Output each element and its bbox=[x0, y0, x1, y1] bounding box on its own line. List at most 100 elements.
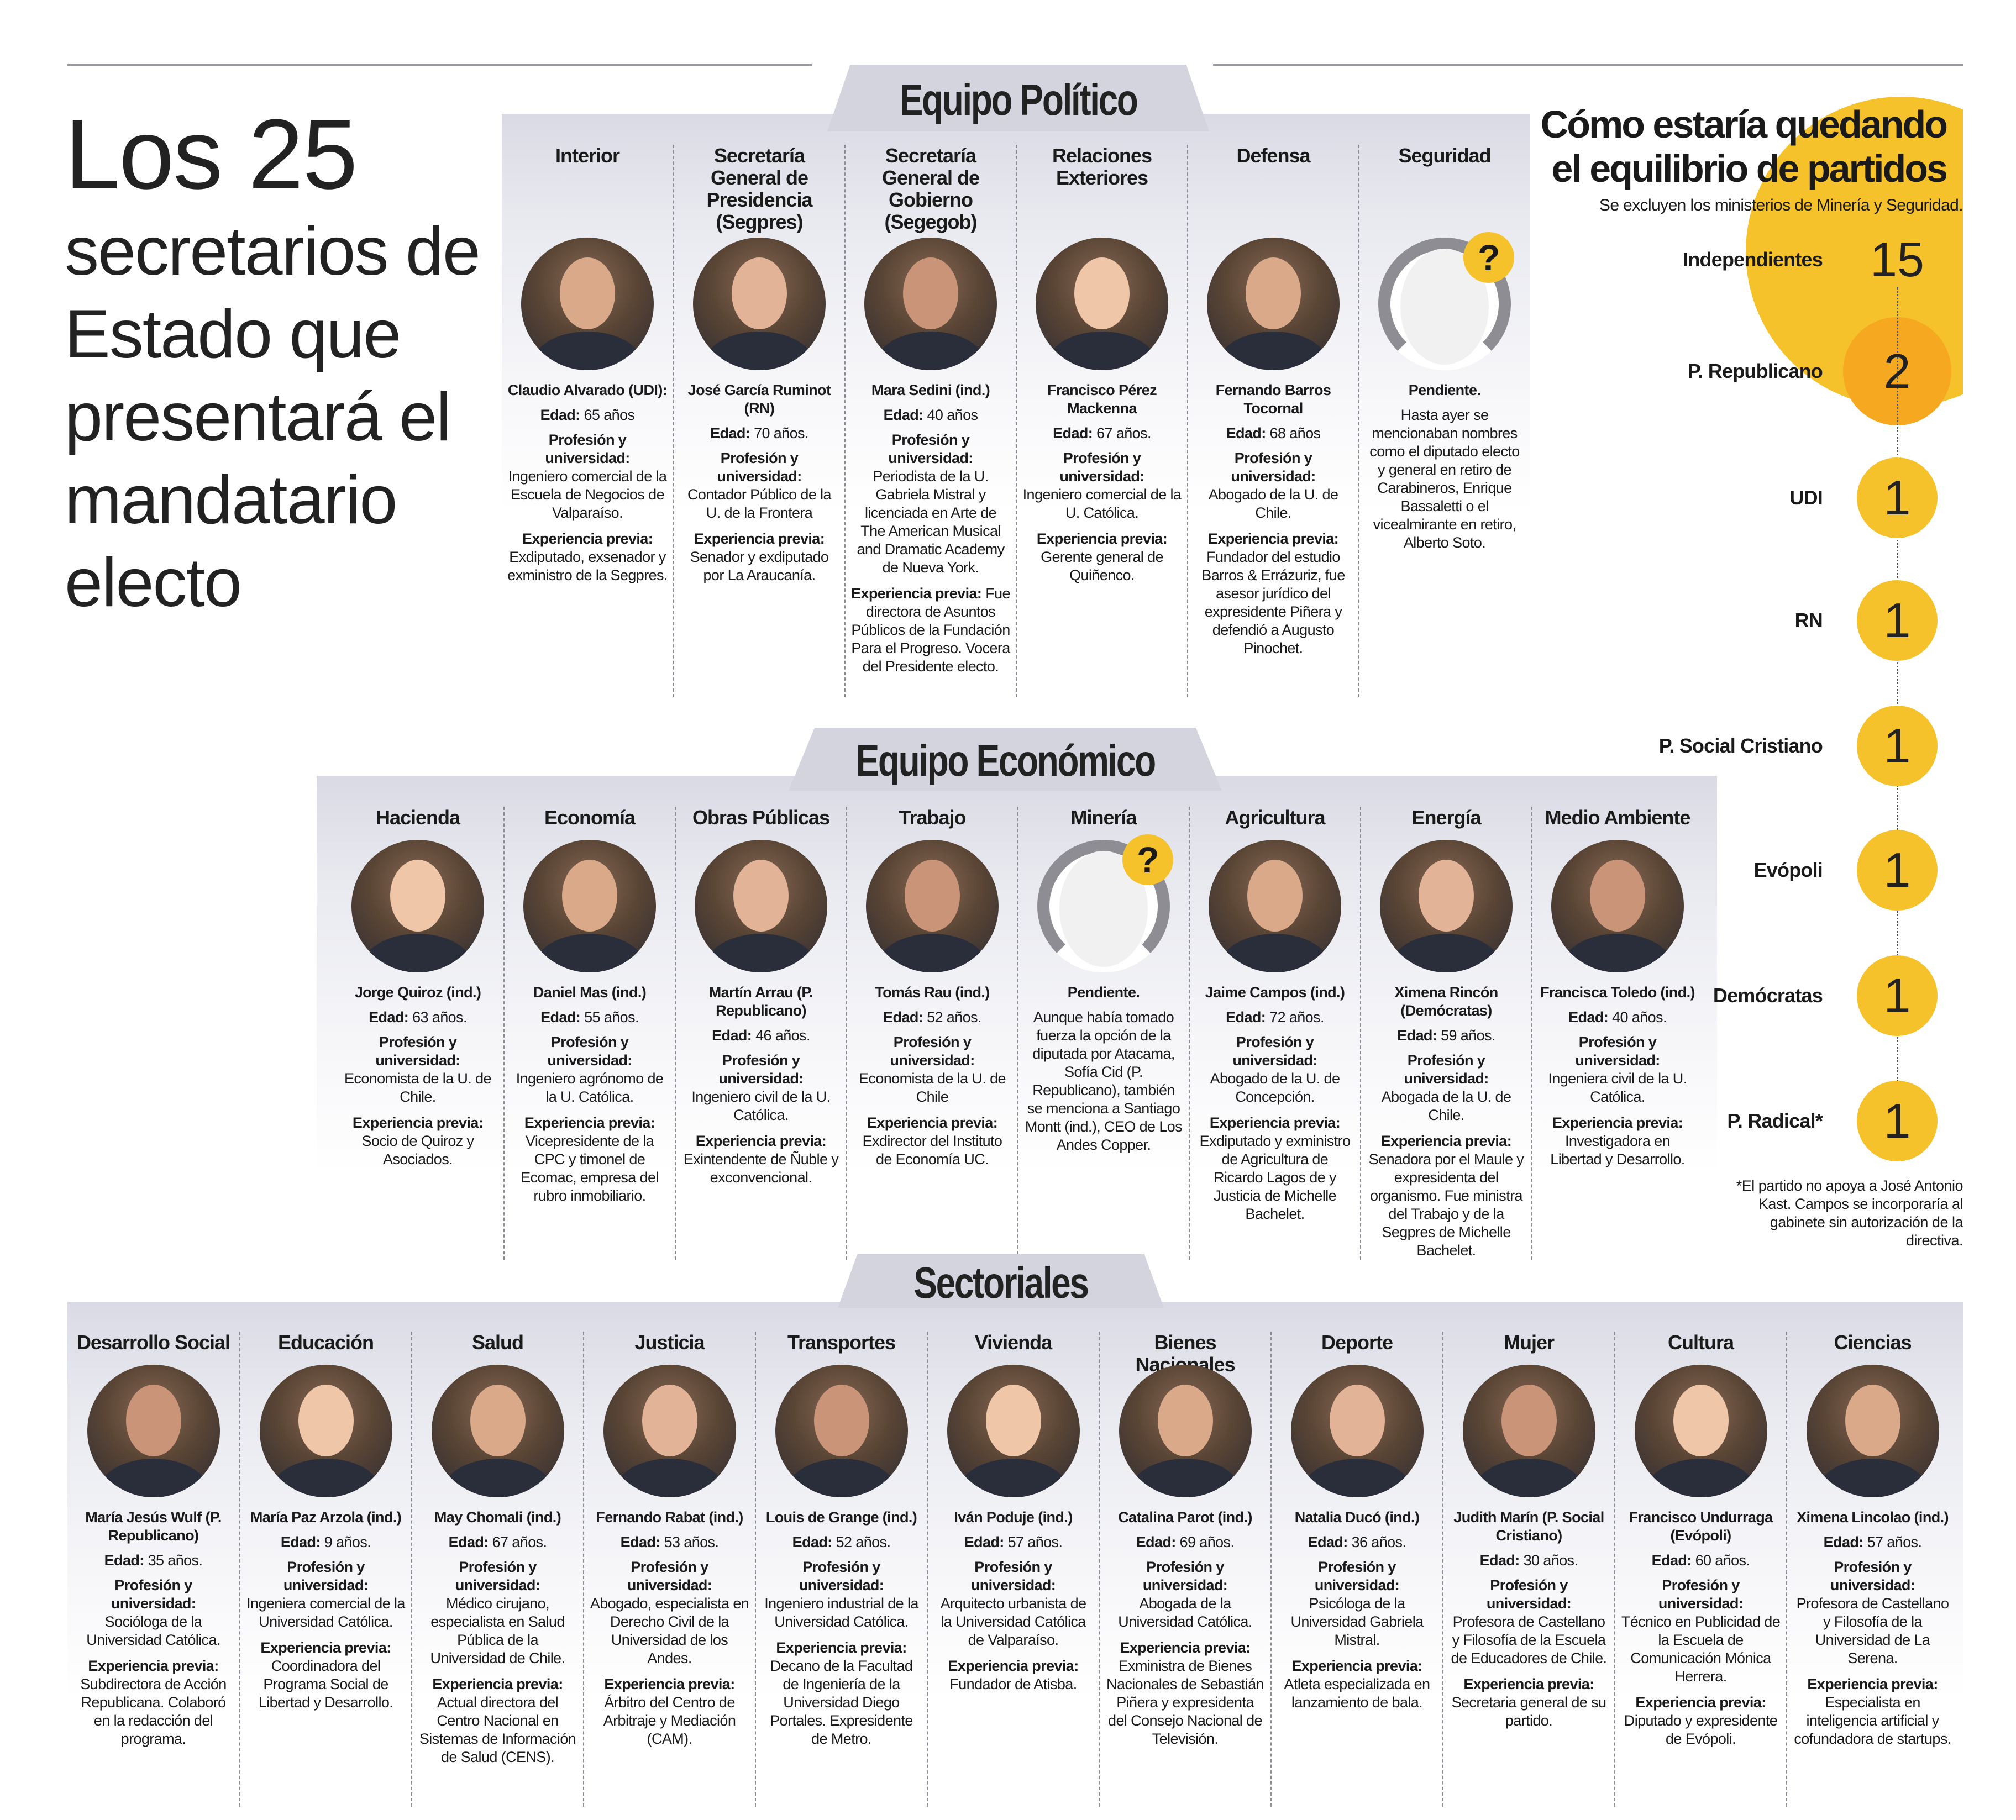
portrait-photo bbox=[431, 1365, 564, 1497]
ministry-name: Deporte bbox=[1277, 1332, 1437, 1365]
person-name: María Paz Arzola (ind.) bbox=[250, 1509, 402, 1526]
title-line: electo bbox=[65, 545, 242, 621]
profession-text: Ingeniera civil de la U. Católica. bbox=[1548, 1070, 1687, 1105]
age-label: Edad: bbox=[1479, 1552, 1520, 1569]
experience-label: Experiencia previa: bbox=[604, 1676, 735, 1692]
experience-text: Actual directora del Centro Nacional en … bbox=[419, 1694, 576, 1765]
party-row: RN 1 bbox=[1603, 579, 1989, 662]
experience-text: Fundador de Atisba. bbox=[949, 1676, 1077, 1692]
age-value: 35 años. bbox=[148, 1552, 203, 1569]
profession-label: Profesión y universidad: bbox=[890, 1034, 975, 1069]
profession-label: Profesión y universidad: bbox=[1232, 1034, 1317, 1069]
ministry-card: Transportes Louis de Grange (ind.) Edad: 5… bbox=[755, 1332, 927, 1807]
party-name: RN bbox=[1794, 609, 1823, 632]
face-shape bbox=[1501, 1385, 1557, 1456]
age-label: Edad: bbox=[1568, 1009, 1609, 1025]
experience-block: Experiencia previa: Fundador de Atisba. bbox=[933, 1657, 1093, 1693]
ministry-name: Secretaría General de Gobierno (Segegob) bbox=[851, 145, 1010, 238]
profession-label: Profesión y universidad: bbox=[1059, 450, 1144, 485]
person-name: María Jesús Wulf (P. Republicano) bbox=[85, 1509, 222, 1544]
age-label: Edad: bbox=[620, 1534, 661, 1550]
age-value: 69 años. bbox=[1179, 1534, 1235, 1550]
party-count: 2 bbox=[1883, 344, 1911, 398]
experience-block: Experiencia previa: Exdiputado, exsenado… bbox=[507, 530, 668, 585]
shoulders-shape bbox=[877, 934, 988, 972]
portrait-photo bbox=[1209, 840, 1341, 972]
age-label: Edad: bbox=[883, 407, 924, 423]
party-row: P. Radical* 1 bbox=[1603, 1080, 1989, 1163]
experience-label: Experiencia previa: bbox=[694, 530, 825, 547]
question-mark-icon: ? bbox=[1122, 834, 1173, 885]
ministry-label: Medio Ambiente bbox=[1545, 806, 1691, 829]
profession-label: Profesión y universidad: bbox=[375, 1034, 460, 1069]
ministry-label: Secretaría General de Presidencia (Segpr… bbox=[706, 144, 812, 233]
profession-block: Profesión y universidad: Abogado, especia… bbox=[590, 1558, 749, 1668]
ministry-name: Cultura bbox=[1621, 1332, 1781, 1365]
age-line: Edad: 40 años bbox=[851, 406, 1010, 424]
person-name: Tomás Rau (ind.) bbox=[875, 984, 990, 1001]
experience-text: Fundador del estudio Barros & Errázuriz,… bbox=[1201, 549, 1345, 656]
age-value: 65 años bbox=[584, 407, 635, 423]
title-line: presentará el bbox=[65, 379, 452, 455]
experience-text: Exdirector del Instituto de Economía UC. bbox=[862, 1133, 1002, 1167]
age-label: Edad: bbox=[883, 1009, 923, 1025]
ministry-name: Desarrollo Social bbox=[73, 1332, 234, 1365]
profession-label: Profesión y universidad: bbox=[1658, 1577, 1744, 1612]
ministry-label: Ciencias bbox=[1834, 1331, 1912, 1354]
profession-block: Profesión y universidad: Abogado de la U.… bbox=[1194, 449, 1353, 522]
experience-block: Experiencia previa: Coordinadora del Pro… bbox=[246, 1639, 406, 1712]
profession-text: Profesora de Castellano y Filosofía de l… bbox=[1451, 1613, 1608, 1666]
portrait-photo bbox=[1036, 238, 1168, 370]
experience-label: Experiencia previa: bbox=[1120, 1639, 1251, 1656]
ministry-card: Vivienda Iván Poduje (ind.) Edad: 57 años.… bbox=[927, 1332, 1099, 1807]
profession-block: Profesión y universidad: Técnico en Publi… bbox=[1621, 1576, 1781, 1686]
ministry-card: Interior Claudio Alvarado (UDI): Edad: 65 … bbox=[502, 145, 673, 697]
age-label: Edad: bbox=[1308, 1534, 1348, 1550]
face-shape bbox=[1329, 1385, 1385, 1456]
title-line: secretarios de bbox=[65, 213, 481, 290]
age-line: Edad: 40 años. bbox=[1538, 1008, 1697, 1027]
person-name: Mara Sedini (ind.) bbox=[871, 382, 990, 398]
ministry-card: Obras Públicas Martín Arrau (P. Republica… bbox=[675, 807, 846, 1260]
shoulders-shape bbox=[1391, 934, 1502, 972]
ministry-label: Educación bbox=[277, 1331, 374, 1354]
portrait-photo bbox=[1119, 1365, 1252, 1497]
profession-text: Abogado de la U. de Concepción. bbox=[1210, 1070, 1340, 1105]
experience-block: Experiencia previa: Senador y exdiputado… bbox=[680, 530, 839, 585]
experience-text: Exintendente de Ñuble y exconvencional. bbox=[683, 1151, 839, 1186]
sidebar-title-line: Cómo estaría quedando bbox=[1540, 103, 1948, 146]
face-shape bbox=[905, 860, 960, 932]
age-value: 46 años. bbox=[755, 1027, 810, 1044]
experience-label: Experiencia previa: bbox=[522, 530, 653, 547]
person-name: Catalina Parot (ind.) bbox=[1118, 1509, 1252, 1526]
person-name: Martín Arrau (P. Republicano) bbox=[708, 984, 813, 1019]
portrait-photo bbox=[1290, 1365, 1424, 1497]
portrait-photo bbox=[1806, 1365, 1939, 1497]
shoulders-shape bbox=[704, 332, 815, 370]
experience-block: Experiencia previa: Árbitro del Centro d… bbox=[590, 1675, 749, 1748]
page-margin bbox=[1963, 0, 2016, 1820]
person-name: Natalia Ducó (ind.) bbox=[1294, 1509, 1420, 1526]
age-line: Edad: 63 años. bbox=[338, 1008, 498, 1027]
experience-text: Diputado y expresidente de Evópoli. bbox=[1624, 1712, 1778, 1747]
experience-text: Exdiputado, exsenador y exministro de la… bbox=[507, 549, 668, 583]
face-shape bbox=[562, 860, 617, 932]
pending-note: Hasta ayer se mencionaban nombres como e… bbox=[1369, 407, 1520, 551]
title-line: Estado que bbox=[65, 296, 401, 372]
ministry-label: Defensa bbox=[1236, 144, 1310, 167]
ministry-card: Seguridad? Pendiente. Hasta ayer se mencio… bbox=[1358, 145, 1530, 697]
profession-block: Profesión y universidad: Economista de la… bbox=[338, 1033, 498, 1106]
profession-text: Ingeniero agrónomo de la U. Católica. bbox=[516, 1070, 664, 1105]
age-value: 52 años. bbox=[927, 1009, 981, 1025]
ministry-card: Relaciones Exteriores Francisco Pérez Mac… bbox=[1016, 145, 1187, 697]
ministry-name: Vivienda bbox=[933, 1332, 1093, 1365]
experience-block: Experiencia previa: Exdirector del Insti… bbox=[853, 1114, 1012, 1169]
profession-label: Profesión y universidad: bbox=[888, 432, 973, 466]
ministry-card: Energía Ximena Rincón (Demócratas) Edad: 5… bbox=[1360, 807, 1531, 1260]
experience-label: Experiencia previa: bbox=[1209, 1114, 1341, 1131]
person-name: Francisca Toledo (ind.) bbox=[1540, 984, 1695, 1001]
sidebar-title: Cómo estaría quedando el equilibrio de p… bbox=[1449, 102, 1948, 191]
shoulders-shape bbox=[442, 1459, 553, 1497]
age-label: Edad: bbox=[1053, 425, 1093, 441]
dotted-connector bbox=[1897, 287, 1898, 1116]
